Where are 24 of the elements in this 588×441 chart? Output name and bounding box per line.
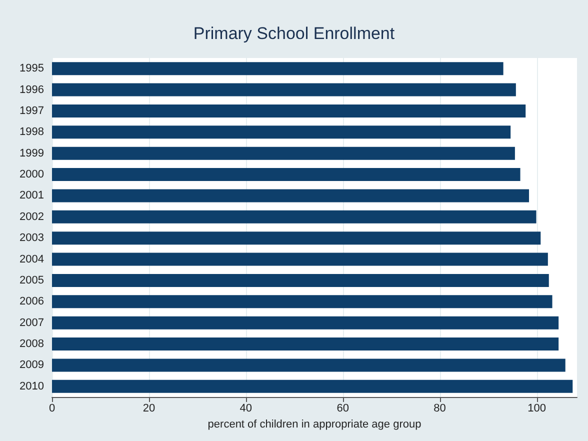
- x-axis-title: percent of children in appropriate age group: [208, 418, 422, 430]
- x-tick-label: 100: [528, 402, 546, 414]
- x-tick-label: 0: [48, 402, 56, 414]
- y-tick-label: 2002: [20, 210, 44, 223]
- y-tick-label: 2000: [20, 168, 44, 181]
- y-tick-label: 2003: [20, 232, 44, 244]
- y-tick-label: 1997: [20, 104, 44, 117]
- x-tick-label: 40: [240, 402, 252, 414]
- y-tick-label: 2008: [20, 338, 44, 350]
- x-tick-label: 80: [434, 402, 446, 414]
- y-tick-label: 2007: [20, 316, 44, 329]
- y-tick-label: 2001: [20, 190, 44, 202]
- y-tick-label: 1999: [20, 147, 44, 160]
- chart-title: Primary School Enrollment: [193, 24, 395, 43]
- x-tick-label: 60: [336, 402, 349, 414]
- y-tick-label: 2009: [20, 359, 44, 372]
- y-tick-label: 2010: [20, 380, 44, 392]
- y-tick-label: 1998: [20, 126, 44, 138]
- y-tick-label: 1996: [20, 84, 44, 96]
- y-tick-label: 2004: [20, 253, 44, 266]
- y-tick-label: 2006: [20, 296, 44, 308]
- y-tick-label: 1995: [20, 62, 44, 75]
- x-tick-label: 20: [142, 402, 156, 414]
- y-tick-label: 2005: [20, 274, 44, 286]
